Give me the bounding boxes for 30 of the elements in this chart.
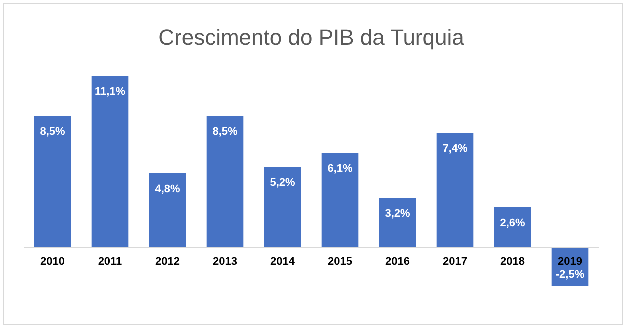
bar xyxy=(436,133,474,248)
bar xyxy=(264,167,302,248)
bar xyxy=(494,207,532,248)
bar xyxy=(92,76,129,248)
data-label: 5,2% xyxy=(270,177,296,190)
chart-title: Crescimento do PIB da Turquia xyxy=(158,25,466,50)
x-tick-label: 2019 xyxy=(558,256,582,268)
data-label: 4,8% xyxy=(155,183,180,196)
bar xyxy=(34,116,72,248)
x-tick-label: 2015 xyxy=(328,256,352,268)
x-tick-label: 2018 xyxy=(500,256,525,268)
x-tick-label: 2013 xyxy=(213,256,238,268)
x-tick-label: 2016 xyxy=(386,256,410,268)
bar xyxy=(322,153,359,248)
data-label: 8,5% xyxy=(212,126,238,138)
bar xyxy=(379,198,416,248)
x-tick-label: 2012 xyxy=(156,256,180,268)
data-label: 6,1% xyxy=(328,163,353,176)
x-tick-label: 2010 xyxy=(40,256,65,268)
x-tick-label: 2014 xyxy=(270,256,296,268)
x-tick-label: 2017 xyxy=(443,256,468,268)
bar xyxy=(206,116,244,248)
data-label: 8,5% xyxy=(40,126,66,138)
data-label: -2,5% xyxy=(556,269,585,281)
data-label: 11,1% xyxy=(94,86,126,98)
data-label: 3,2% xyxy=(385,208,410,220)
bar xyxy=(149,173,186,248)
data-label: 2,6% xyxy=(500,217,526,230)
x-tick-label: 2011 xyxy=(98,256,122,268)
data-label: 7,4% xyxy=(442,143,468,156)
